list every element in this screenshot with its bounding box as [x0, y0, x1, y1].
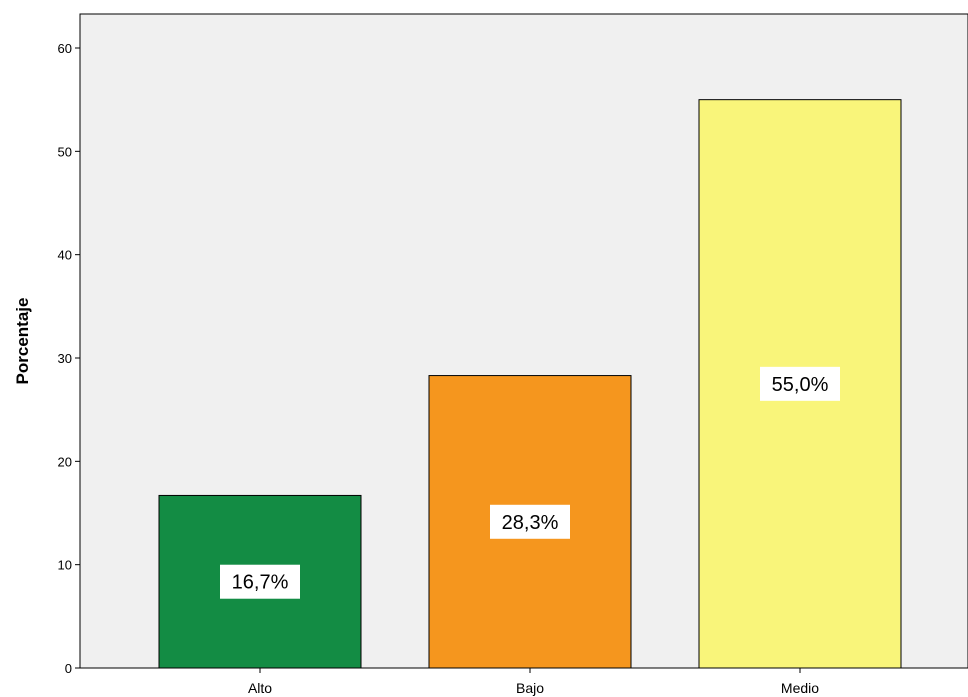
- data-label-background: [220, 564, 300, 599]
- data-label-text: 28,3%: [502, 512, 559, 534]
- data-label: 16,7%: [220, 564, 300, 599]
- data-label: 28,3%: [490, 504, 570, 539]
- y-tick-label: 20: [58, 454, 72, 469]
- x-tick-label: Medio: [781, 680, 819, 696]
- x-axis-labels: Alto Bajo Medio: [248, 668, 819, 696]
- y-tick-label: 30: [58, 351, 72, 366]
- x-tick-label: Alto: [248, 680, 272, 696]
- data-label-background: [760, 366, 840, 401]
- x-tick-label: Bajo: [516, 680, 544, 696]
- data-label-text: 55,0%: [772, 374, 829, 396]
- y-tick-label: 40: [58, 248, 72, 263]
- y-tick-label: 0: [65, 661, 72, 676]
- data-label: 55,0%: [760, 366, 840, 401]
- data-label-text: 16,7%: [232, 572, 289, 594]
- data-label-background: [490, 504, 570, 539]
- y-tick-label: 50: [58, 144, 72, 159]
- y-tick-label: 10: [58, 558, 72, 573]
- y-axis: 0 10 20 30 40 50 60: [58, 41, 80, 676]
- data-labels: 16,7% 28,3% 55,0%: [220, 366, 840, 599]
- y-tick-label: 60: [58, 41, 72, 56]
- y-axis-title: Porcentaje: [13, 298, 32, 385]
